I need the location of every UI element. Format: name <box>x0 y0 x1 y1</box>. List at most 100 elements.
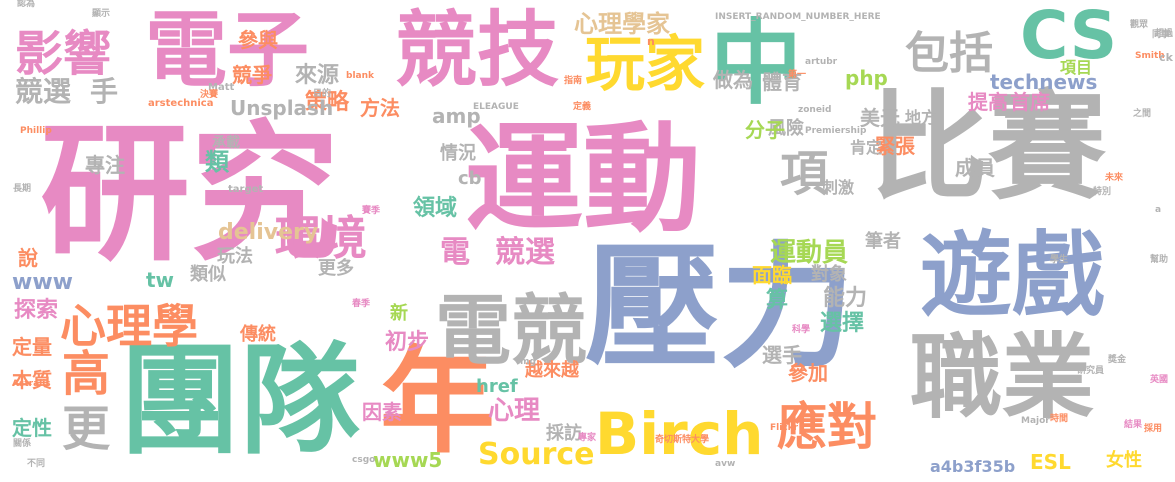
word-cloud-word: 提高 <box>968 90 1008 114</box>
word-cloud-word: 選擇 <box>820 311 865 336</box>
word-cloud-word: 類 <box>205 148 229 176</box>
word-cloud-word: 專家 <box>578 433 597 443</box>
word-cloud-word: 決賽 <box>200 90 219 100</box>
word-cloud-word: php <box>845 66 888 90</box>
word-cloud-word: 競爭 <box>232 63 272 87</box>
word-cloud-word: www <box>12 270 73 295</box>
word-cloud-word: 分子 <box>745 118 785 142</box>
word-cloud-word: 中 <box>710 10 803 117</box>
word-cloud-word: 賽季 <box>362 206 381 216</box>
word-cloud-word: avw <box>715 459 736 469</box>
word-cloud-word: artubr <box>805 57 838 67</box>
word-cloud-word: arstechnica <box>148 98 214 109</box>
word-cloud-word: 心理學 <box>60 299 198 353</box>
word-cloud-word: 項目 <box>1060 58 1093 77</box>
word-cloud-word: 參加 <box>788 361 828 385</box>
word-cloud-word: 結果 <box>1124 420 1143 430</box>
word-cloud-word: 專注 <box>85 153 125 177</box>
word-cloud-word: 英國 <box>1150 375 1169 385</box>
word-cloud-word: 競技 <box>395 3 560 98</box>
word-cloud-word: 體育 <box>762 70 802 94</box>
word-cloud-word: delivery <box>218 220 319 245</box>
word-cloud-word: 電子 <box>145 3 310 98</box>
word-cloud-word: 運動員 <box>770 238 849 268</box>
word-cloud-word: INSERT_RANDOM_NUMBER_HERE <box>715 12 881 22</box>
word-cloud-word: Matt <box>208 82 235 93</box>
word-cloud-word: 不同 <box>27 459 46 469</box>
word-cloud-word: href <box>476 376 518 397</box>
word-cloud-word: Unsplash <box>230 96 334 120</box>
word-cloud-word: 獎金 <box>1108 355 1127 365</box>
word-cloud-word: 筆者 <box>865 231 901 252</box>
word-cloud-word: 顯示 <box>92 9 111 19</box>
word-cloud-word: CS <box>1020 0 1118 74</box>
word-cloud-word: 算 <box>766 288 789 313</box>
word-cloud-word: 地方 <box>905 108 938 127</box>
word-cloud-word: blank <box>346 71 374 81</box>
word-cloud-word: 學生 <box>1050 255 1069 265</box>
word-cloud-word: 採訪 <box>546 423 582 444</box>
word-cloud-word: 應對 <box>777 398 877 456</box>
word-cloud-word: 關係 <box>13 439 32 449</box>
word-cloud-word: 風險 <box>768 118 804 139</box>
word-cloud-word: Major <box>1021 416 1050 426</box>
word-cloud-word: cb <box>458 168 482 189</box>
word-cloud-word: 幫助 <box>1150 255 1169 265</box>
word-cloud-word: img <box>517 357 536 367</box>
word-cloud-word: 美元 <box>860 106 900 130</box>
word-cloud-word: 觀眾 <box>1130 20 1149 30</box>
word-cloud-word: 研究 <box>40 108 341 282</box>
word-cloud-word: 指南 <box>564 76 583 86</box>
word-cloud-word: 能力 <box>823 286 868 311</box>
word-cloud-word: 特別 <box>1093 187 1112 197</box>
word-cloud-word: 電競 <box>435 286 587 375</box>
word-cloud-word: 超過 <box>1154 29 1173 39</box>
word-cloud-word: 定量 <box>12 335 52 359</box>
word-cloud-word: 之間 <box>1133 109 1152 119</box>
word-cloud-word: 採用 <box>1144 424 1163 434</box>
word-cloud-word: 第一 <box>788 70 807 80</box>
word-cloud-word: 團隊 <box>120 332 360 471</box>
word-cloud-word: 包括 <box>905 28 993 79</box>
word-cloud-word: 定義 <box>573 102 592 112</box>
word-cloud-word: Phillip <box>20 126 52 136</box>
word-cloud-word: 高 <box>62 346 111 402</box>
word-cloud-word: 春季 <box>352 299 371 309</box>
word-cloud-word: 肯定 <box>850 138 883 157</box>
word-cloud-word: 新 <box>390 303 408 324</box>
word-cloud-word: Astralis <box>12 379 51 389</box>
word-cloud-word: tw <box>146 268 175 292</box>
word-cloud-word: 遊戲 <box>920 222 1105 329</box>
word-cloud-word: 心理 <box>488 396 541 426</box>
word-cloud-word: 目的 <box>313 89 332 99</box>
word-cloud-word: 探索 <box>14 298 59 323</box>
word-cloud-word: a <box>1155 205 1162 215</box>
word-cloud-word: 傳統 <box>240 324 276 345</box>
word-cloud-word: zoneid <box>798 105 832 115</box>
word-cloud-word: 職業 <box>910 324 1095 431</box>
word-cloud-word: 壓力 <box>585 229 855 386</box>
word-cloud-word: ESL <box>1030 450 1071 474</box>
word-cloud-word: Smith <box>1135 51 1165 61</box>
word-cloud-word: 認為 <box>17 0 36 9</box>
word-cloud-word: 方法 <box>360 96 400 120</box>
word-cloud-word: 電 <box>440 235 470 270</box>
word-cloud-word: 刺激 <box>822 178 855 197</box>
word-cloud-word: 對象 <box>811 264 847 285</box>
word-cloud-word: 奇切斯特大學 <box>655 435 710 445</box>
word-cloud-word: 研究員 <box>1077 366 1105 376</box>
word-cloud-word: 玩家 <box>585 30 705 100</box>
word-cloud-word: 選手 <box>762 343 802 367</box>
word-cloud-word: 越來越 <box>525 360 579 381</box>
word-cloud-word: target <box>228 184 264 195</box>
word-cloud-word: 策略 <box>305 90 350 115</box>
word-cloud-word: 比賽 <box>870 78 1107 216</box>
word-cloud-word: 情況 <box>440 143 476 164</box>
word-cloud-word: 更多 <box>318 258 354 279</box>
word-cloud-word: 運動 <box>465 110 702 248</box>
word-cloud-word: 本質 <box>12 368 52 392</box>
word-cloud-word: 競選 <box>495 235 555 270</box>
word-cloud-word: ck <box>1159 51 1173 64</box>
word-cloud-word: 手 <box>90 75 119 108</box>
word-cloud-word: 因素 <box>362 400 402 424</box>
